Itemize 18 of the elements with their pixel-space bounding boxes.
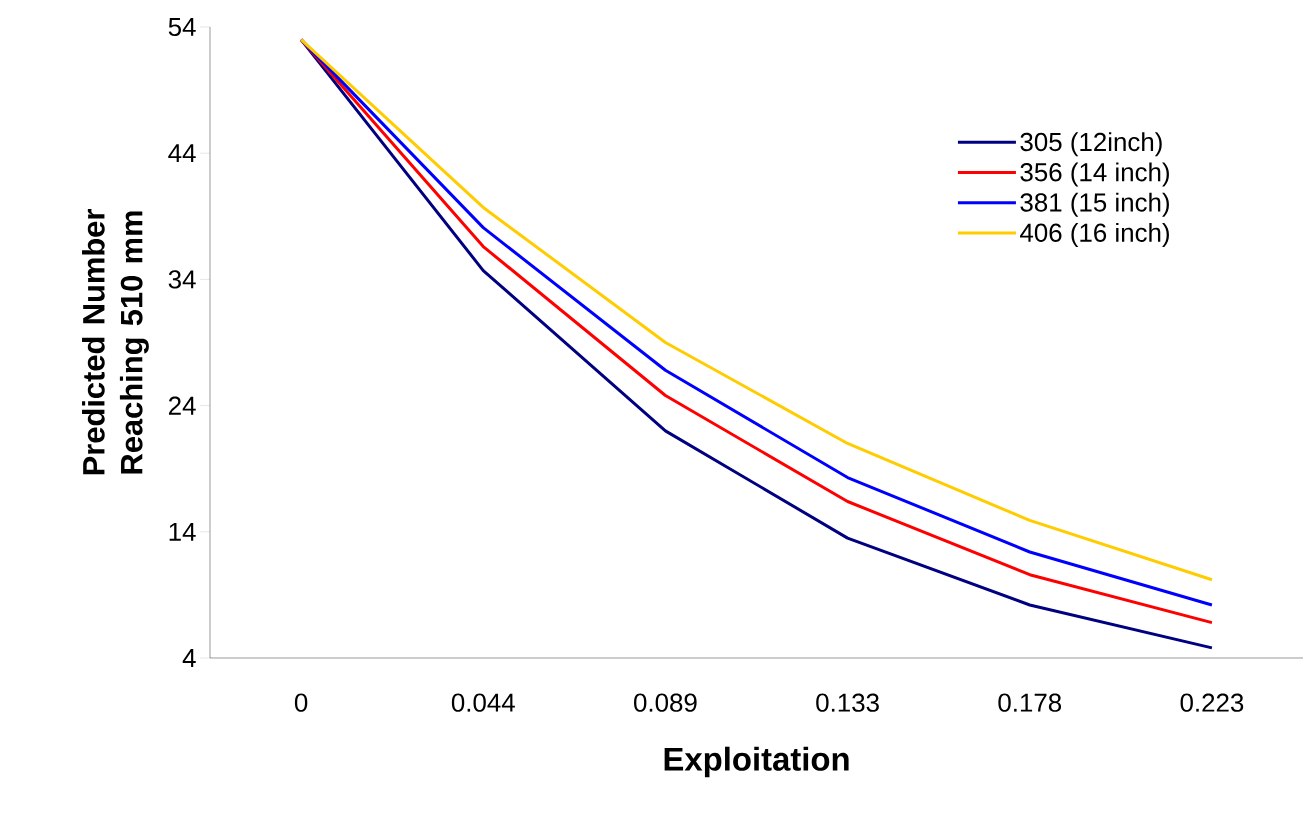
y-tick-label: 14 (169, 522, 196, 541)
x-tick-label: 0.133 (816, 693, 879, 712)
y-axis-title: Predicted Number Reaching 510 mm (82, 209, 149, 475)
legend-label: 406 (16 inch) (1020, 222, 1169, 248)
y-tick-label: 4 (182, 649, 196, 667)
y-tick-label: 44 (168, 144, 196, 163)
x-tick-label: 0.089 (634, 693, 697, 712)
x-tick-label: 0 (294, 693, 308, 712)
y-tick-label: 24 (168, 396, 196, 415)
x-tick-label: 0.178 (998, 693, 1062, 712)
y-tick-label: 34 (168, 270, 196, 289)
x-axis-title: Exploitation (664, 746, 849, 778)
legend-label: 305 (12inch) (1020, 132, 1162, 157)
x-tick-label: 0.044 (451, 693, 515, 712)
legend-label: 381 (15 inch) (1020, 192, 1169, 217)
legend-label: 356 (14 inch) (1020, 162, 1169, 187)
x-tick-label: 0.223 (1180, 693, 1244, 712)
y-tick-label: 54 (168, 17, 196, 37)
